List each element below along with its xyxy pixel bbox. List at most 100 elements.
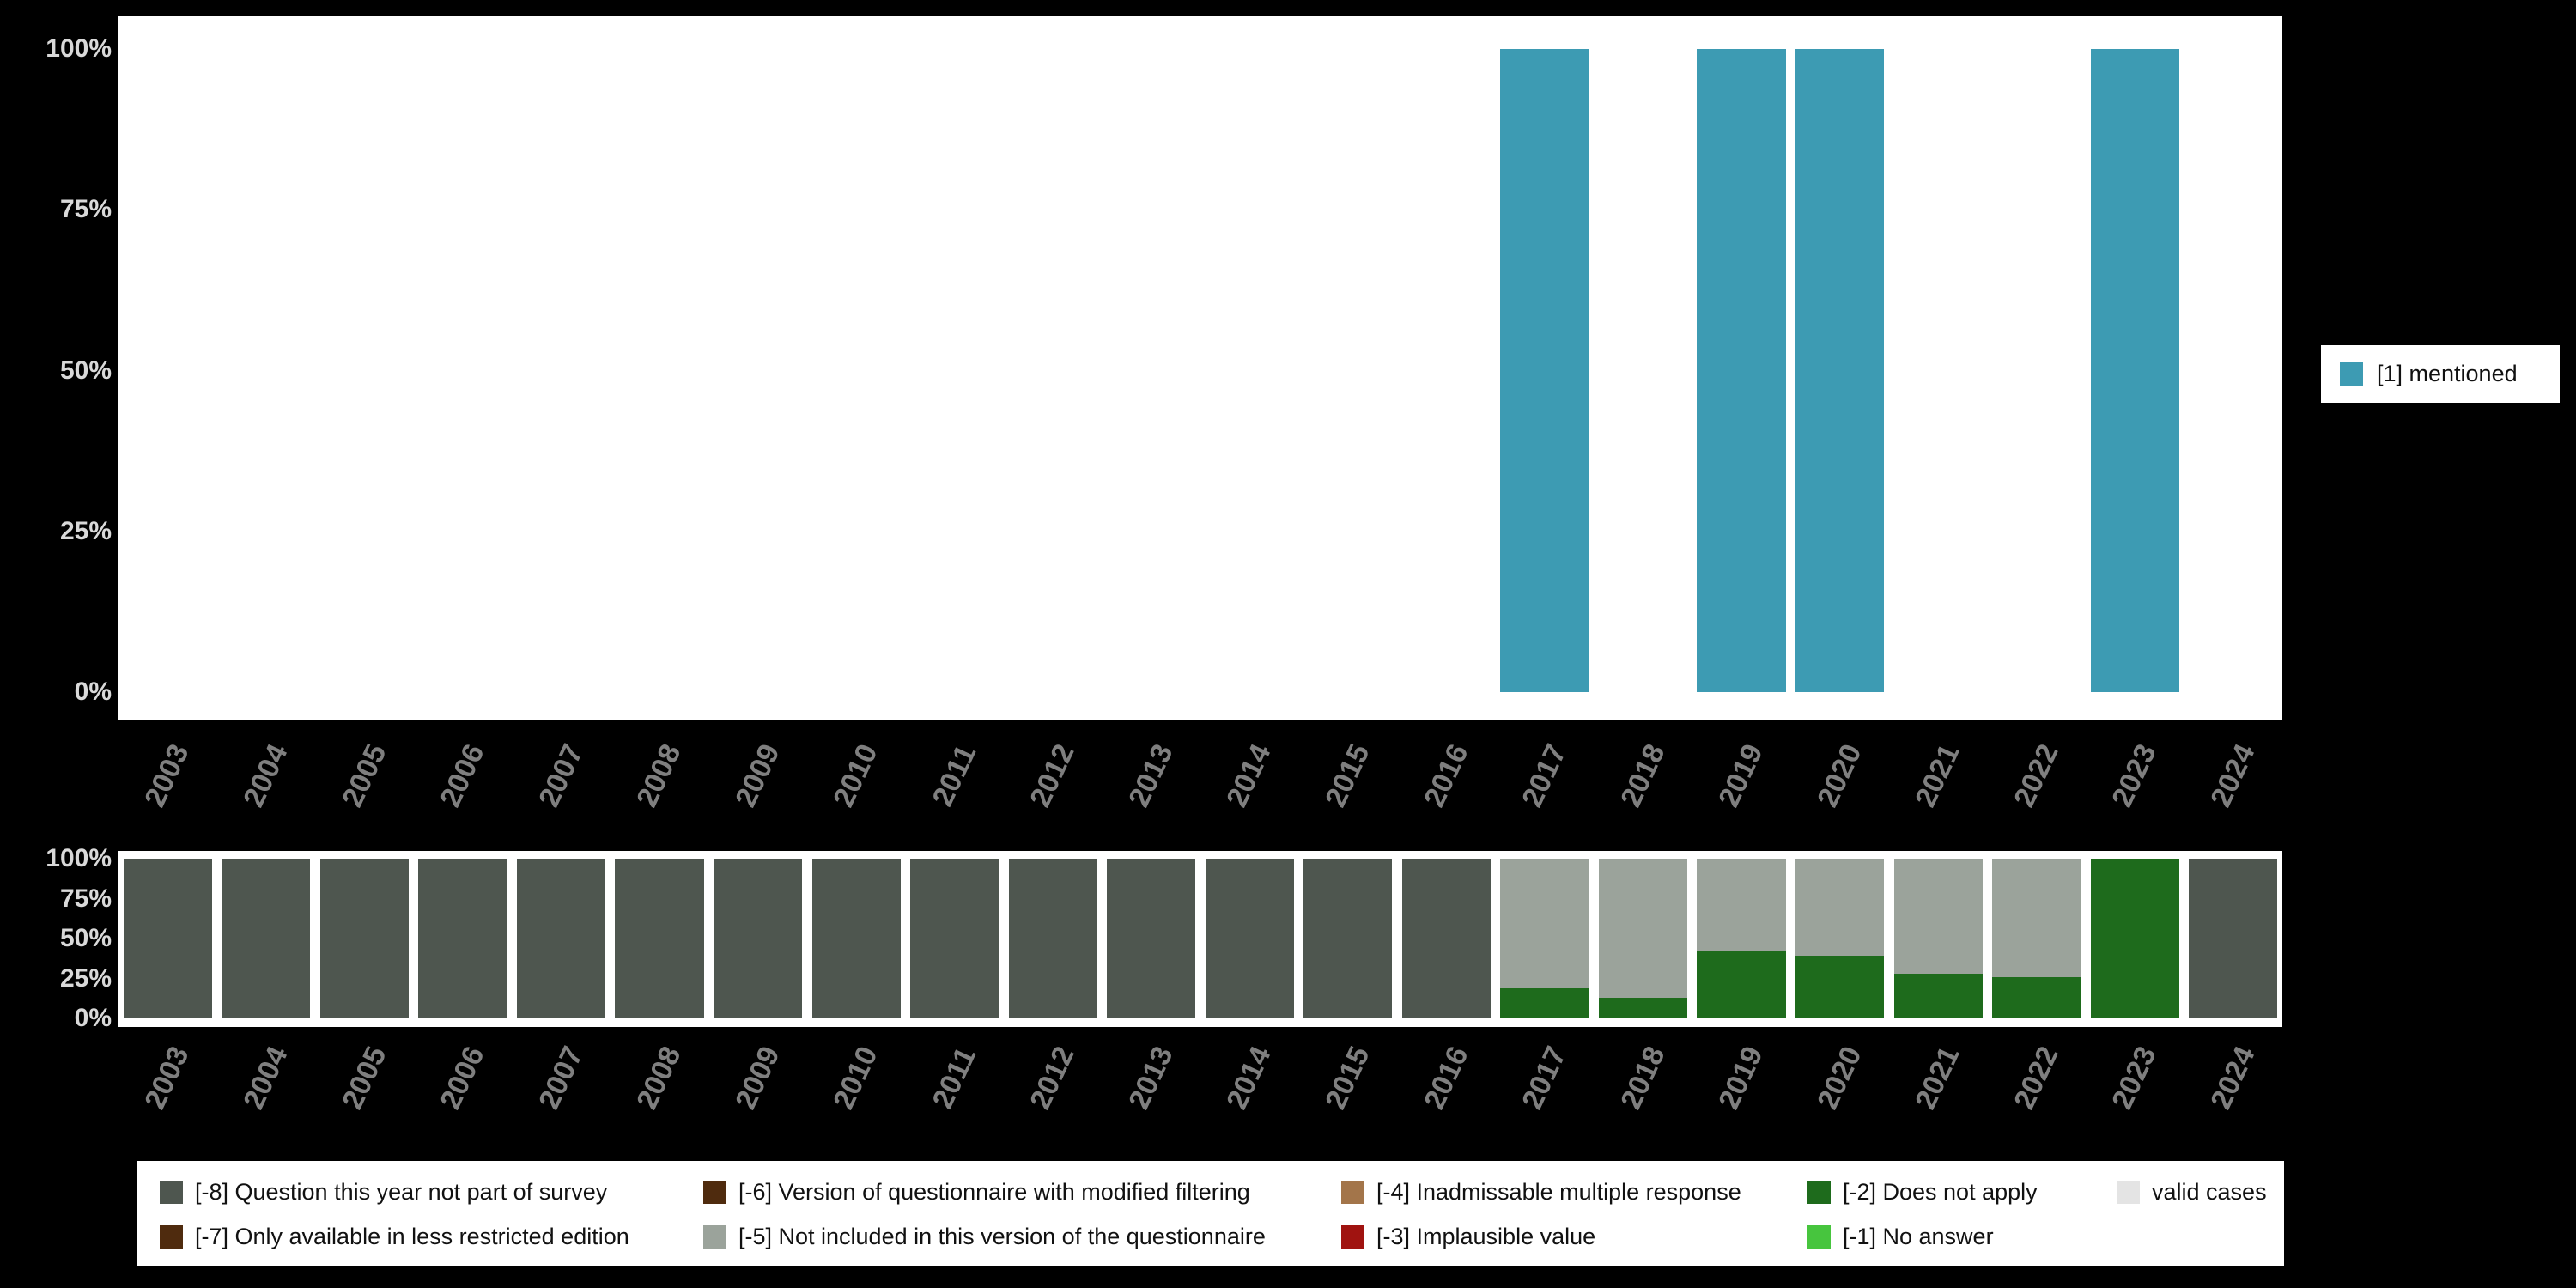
x-tick-label-2019: 2019 [1712,1041,1770,1115]
x-tick-slot: 2003 [118,1030,217,1125]
bar-segment [1598,859,1688,998]
x-tick-label-2003: 2003 [138,738,197,812]
x-tick-label-2017: 2017 [1516,1041,1573,1115]
x-tick-slot: 2012 [1004,728,1103,823]
x-tick-label-2008: 2008 [630,1041,688,1115]
legend-label: [-5] Not included in this version of the… [738,1223,1266,1249]
x-tick-label-2011: 2011 [926,1042,983,1114]
x-tick-label-2013: 2013 [1122,1041,1180,1115]
x-tick-label-2007: 2007 [532,738,590,812]
y-tick-label: 100% [46,34,112,63]
bottom-chart-bars [118,859,2282,1018]
y-tick-label: 0% [74,677,112,706]
x-tick-label-2004: 2004 [237,738,295,812]
legend-swatch [1807,1180,1831,1204]
x-tick-slot: 2024 [2184,728,2282,823]
x-tick-slot: 2008 [611,728,709,823]
bar-2021 [1889,859,1988,1018]
x-tick-slot: 2004 [217,1030,316,1125]
legend-item: valid cases [2117,1179,2284,1206]
bar-2012 [1004,49,1103,692]
bar-segment [714,859,803,1018]
bar-2008 [611,859,709,1018]
x-tick-slot: 2013 [1102,728,1200,823]
bar-segment [1795,49,1885,692]
bar-segment [1500,49,1589,692]
legend-swatch [160,1180,183,1204]
legend-swatch [703,1180,726,1204]
bar-segment [1992,859,2081,977]
bar-2009 [708,49,807,692]
bar-2009 [708,859,807,1018]
bar-2023 [2086,859,2184,1018]
x-tick-label-2020: 2020 [1810,1041,1868,1115]
top-chart-plot [118,16,2282,720]
x-tick-slot: 2007 [512,1030,611,1125]
x-tick-label-2019: 2019 [1712,738,1770,812]
bar-2006 [414,49,513,692]
bar-2004 [217,49,316,692]
x-tick-slot: 2022 [1987,728,2086,823]
x-tick-slot: 2024 [2184,1030,2282,1125]
bar-2022 [1987,859,2086,1018]
legend-label: [-7] Only available in less restricted e… [195,1223,629,1249]
x-tick-label-2014: 2014 [1220,1041,1279,1115]
x-tick-slot: 2017 [1496,1030,1595,1125]
x-tick-label-2009: 2009 [728,1041,787,1115]
bar-2014 [1200,49,1299,692]
bar-segment [1205,859,1294,1018]
x-tick-label-2022: 2022 [2008,738,2065,812]
legend-label: [-8] Question this year not part of surv… [195,1178,608,1205]
x-tick-label-2007: 2007 [532,1041,590,1115]
bottom-chart-plot [118,851,2282,1027]
x-tick-label-2005: 2005 [335,738,393,812]
x-tick-slot: 2018 [1594,1030,1692,1125]
legend-swatch [160,1224,183,1249]
x-tick-slot: 2023 [2086,1030,2184,1125]
bar-segment [811,859,901,1018]
x-tick-label-2013: 2013 [1122,738,1180,812]
top-chart-y-axis: 100% 75% 50% 25% 0% [0,34,112,707]
bar-2012 [1004,859,1103,1018]
legend-label: [-4] Inadmissable multiple response [1376,1178,1741,1205]
bar-segment [222,859,311,1018]
y-tick-label: 25% [59,516,112,545]
legend-swatch [1341,1224,1364,1249]
legend-swatch [1341,1180,1364,1204]
bar-segment [1500,987,1589,1018]
bar-2004 [217,859,316,1018]
x-tick-label-2011: 2011 [926,739,983,811]
bar-2021 [1889,49,1988,692]
bar-2003 [118,859,217,1018]
x-tick-slot: 2017 [1496,728,1595,823]
bar-2011 [905,49,1004,692]
x-tick-label-2023: 2023 [2105,1041,2163,1115]
x-tick-label-2010: 2010 [827,1041,884,1115]
legend-swatch [703,1224,726,1249]
legend-label: [-3] Implausible value [1376,1223,1596,1249]
x-tick-label-2012: 2012 [1024,1041,1081,1115]
y-tick-label: 75% [59,884,112,913]
bar-segment [1697,49,1786,692]
bar-2006 [414,859,513,1018]
top-chart-legend: [1] mentioned [2321,345,2560,403]
bar-segment [1697,859,1786,951]
bar-segment [1893,973,1983,1018]
bar-segment [1598,997,1688,1018]
bar-2017 [1496,859,1595,1018]
y-tick-label: 0% [74,1004,112,1032]
x-tick-slot: 2007 [512,728,611,823]
x-tick-slot: 2023 [2086,728,2184,823]
legend-item: [-4] Inadmissable multiple response [1341,1179,1807,1206]
bar-segment [1795,859,1885,957]
x-tick-label-2006: 2006 [434,1041,491,1115]
bar-2016 [1397,859,1496,1018]
bar-2005 [315,859,414,1018]
x-tick-label-2018: 2018 [1613,1041,1672,1115]
x-tick-slot: 2009 [708,1030,807,1125]
bar-segment [2090,49,2179,692]
x-tick-slot: 2006 [414,728,513,823]
bar-2010 [807,49,906,692]
x-tick-label-2015: 2015 [1319,1041,1376,1115]
bar-2008 [611,49,709,692]
